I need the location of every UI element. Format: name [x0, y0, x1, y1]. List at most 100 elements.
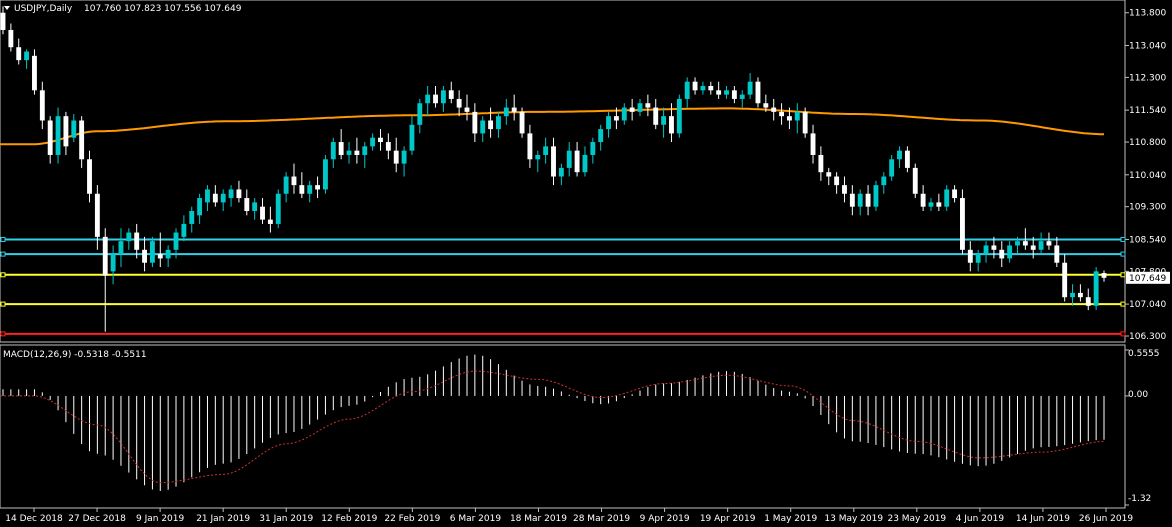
- candle: [535, 150, 541, 173]
- line-handle[interactable]: [0, 236, 6, 242]
- macd-panel[interactable]: [0, 344, 1126, 509]
- candle: [94, 185, 100, 250]
- candle: [118, 228, 124, 268]
- x-tick-label: 14 Dec 2018: [5, 514, 63, 524]
- line-handle[interactable]: [1120, 301, 1126, 307]
- line-handle[interactable]: [1120, 236, 1126, 242]
- candle: [157, 232, 163, 268]
- candle: [802, 107, 808, 138]
- candle: [362, 142, 368, 168]
- candle: [149, 236, 155, 268]
- candle: [244, 189, 250, 216]
- line-handle[interactable]: [0, 331, 6, 337]
- candle: [1030, 236, 1036, 259]
- x-tick-label: 12 Feb 2019: [321, 514, 377, 524]
- line-handle[interactable]: [0, 251, 6, 257]
- line-handle[interactable]: [0, 301, 6, 307]
- candle: [598, 124, 604, 151]
- x-tick-label: 1 May 2019: [764, 514, 817, 524]
- candle: [724, 86, 729, 99]
- candle: [716, 81, 722, 99]
- x-tick-label: 21 Jan 2019: [196, 514, 250, 524]
- candle: [912, 163, 918, 199]
- candle: [480, 116, 486, 143]
- candle: [1054, 236, 1060, 268]
- line-handle[interactable]: [1120, 272, 1126, 278]
- candle: [291, 163, 297, 194]
- price-axis: 113.800 113.040 112.300 111.540 110.800 110.0…: [1125, 9, 1166, 342]
- ohlc-values: 107.760 107.823 107.556 107.649: [84, 4, 242, 14]
- candle: [684, 77, 690, 108]
- candle: [676, 94, 682, 138]
- macd-max-label: 0.5555: [1128, 349, 1160, 359]
- x-tick-label: 19 Apr 2019: [700, 514, 756, 524]
- candle: [440, 86, 446, 112]
- candle: [849, 185, 855, 216]
- triangle-icon[interactable]: [4, 6, 10, 10]
- candle: [590, 137, 596, 164]
- candle: [511, 94, 517, 121]
- candle: [55, 107, 61, 164]
- line-handle[interactable]: [0, 272, 6, 278]
- candle: [299, 172, 305, 199]
- candle: [731, 86, 737, 104]
- candle: [205, 185, 210, 211]
- horizontal-levels[interactable]: [0, 236, 1126, 337]
- signal-line: [0, 370, 1105, 484]
- moving-average: [0, 107, 1105, 146]
- candle: [786, 107, 792, 130]
- x-tick-label: 13 May 2019: [824, 514, 883, 524]
- candle: [47, 116, 53, 164]
- candle: [873, 180, 879, 211]
- line-handle[interactable]: [1120, 251, 1126, 257]
- candle: [558, 163, 564, 186]
- candle: [1046, 232, 1052, 250]
- x-tick-label: 9 Apr 2019: [640, 514, 690, 524]
- candle: [826, 167, 832, 186]
- candle: [71, 114, 77, 143]
- line-handle[interactable]: [1120, 331, 1126, 337]
- candle: [181, 215, 187, 242]
- candle: [1077, 284, 1083, 302]
- candle: [197, 193, 203, 224]
- candle: [857, 189, 863, 216]
- candle: [920, 185, 926, 211]
- candle: [189, 206, 195, 233]
- candle: [142, 236, 147, 272]
- candle: [401, 146, 407, 177]
- candle: [370, 133, 376, 151]
- candle: [613, 107, 619, 130]
- candle: [0, 6, 6, 35]
- candle: [425, 86, 431, 117]
- candle: [236, 180, 242, 203]
- candle: [32, 49, 37, 95]
- candle: [621, 103, 627, 125]
- y-tick-label: 106.300: [1129, 332, 1166, 342]
- macd-min-label: -1.32: [1128, 494, 1151, 504]
- candle: [566, 142, 572, 177]
- candle: [503, 98, 509, 125]
- candle: [881, 172, 887, 194]
- candle: [228, 185, 234, 207]
- candle: [79, 116, 85, 168]
- y-tick-label: 107.040: [1129, 300, 1166, 310]
- time-axis: 14 Dec 2018 27 Dec 2018 9 Jan 2019 21 Jan 2…: [5, 508, 1133, 524]
- candle: [834, 172, 840, 194]
- candle: [464, 94, 470, 121]
- candle: [252, 198, 258, 220]
- candle: [999, 241, 1005, 268]
- candle: [1022, 228, 1028, 250]
- x-tick-label: 18 Mar 2019: [510, 514, 567, 524]
- candle: [393, 137, 399, 173]
- candle: [606, 111, 611, 138]
- candle: [409, 116, 415, 155]
- candle: [496, 111, 501, 138]
- candle: [739, 90, 745, 108]
- candle: [110, 245, 116, 285]
- candle: [1070, 284, 1075, 306]
- candle: [1085, 288, 1091, 311]
- candle: [330, 137, 336, 168]
- candle: [126, 228, 132, 250]
- candle: [692, 77, 698, 95]
